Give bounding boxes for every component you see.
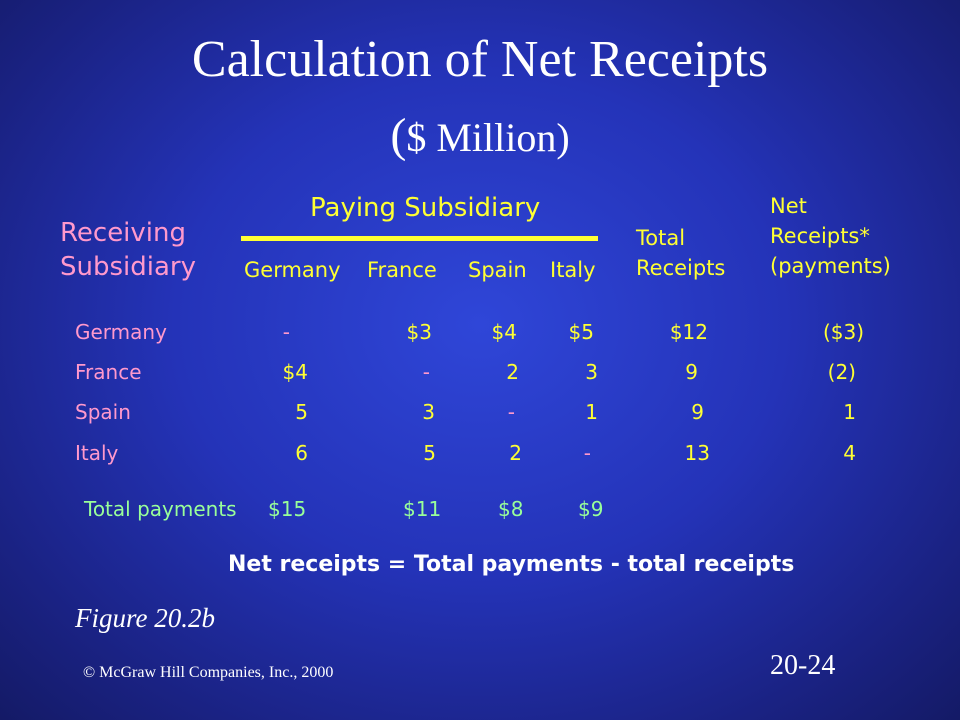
total-payments-spain: $8 xyxy=(498,497,524,521)
cell-germany-spain: $4 xyxy=(491,320,517,344)
cell-italy-italy: - xyxy=(583,441,591,465)
cell-france-net: (2) xyxy=(827,360,856,384)
cell-germany-germany: - xyxy=(282,320,290,344)
cell-france-germany: $4 xyxy=(282,360,308,384)
total-payments-italy: $9 xyxy=(578,497,604,521)
cell-spain-france: 3 xyxy=(422,400,435,424)
cell-germany-total: $12 xyxy=(669,320,708,344)
row-label-germany: Germany xyxy=(75,320,167,344)
figure-label: Figure 20.2b xyxy=(75,603,215,633)
total-payments-label: Total payments xyxy=(84,497,237,521)
cell-france-italy: 3 xyxy=(585,360,598,384)
net-line-2: Receipts* xyxy=(770,224,870,248)
col-header-spain: Spain xyxy=(468,258,527,282)
copyright-notice: © McGraw Hill Companies, Inc., 2000 xyxy=(83,664,334,681)
cell-france-france: - xyxy=(422,360,430,384)
total-payments-france: $11 xyxy=(403,497,442,521)
col-header-italy: Italy xyxy=(550,258,596,282)
cell-germany-net: ($3) xyxy=(822,320,864,344)
receiving-subsidiary-label: Receiving Subsidiary xyxy=(60,216,196,284)
cell-germany-italy: $5 xyxy=(568,320,594,344)
total-payments-germany: $15 xyxy=(268,497,307,521)
total-receipts-line-1: Total xyxy=(636,226,686,250)
cell-spain-total: 9 xyxy=(691,400,704,424)
cell-italy-spain: 2 xyxy=(509,441,522,465)
net-line-3: (payments) xyxy=(770,254,891,278)
header-underline xyxy=(241,236,598,241)
paying-subsidiary-header: Paying Subsidiary xyxy=(310,193,541,223)
slide-title: Calculation of Net Receipts xyxy=(191,31,769,88)
slide-subtitle: ($ Million) xyxy=(0,108,960,163)
subtitle-open-paren: ( xyxy=(390,109,407,162)
cell-spain-germany: 5 xyxy=(295,400,308,424)
cell-france-total: 9 xyxy=(685,360,698,384)
total-receipts-line-2: Receipts xyxy=(636,256,726,280)
cell-spain-net: 1 xyxy=(843,400,856,424)
cell-spain-spain: - xyxy=(507,400,515,424)
cell-italy-total: 13 xyxy=(684,441,710,465)
receiving-line-1: Receiving xyxy=(60,218,187,248)
net-receipts-formula: Net receipts = Total payments - total re… xyxy=(228,552,795,577)
cell-italy-net: 4 xyxy=(843,441,856,465)
col-header-france: France xyxy=(367,258,437,282)
slide-number: 20-24 xyxy=(770,650,836,681)
cell-spain-italy: 1 xyxy=(585,400,598,424)
col-header-net-receipts: Net Receipts* (payments) xyxy=(770,191,891,281)
subtitle-text: $ Million) xyxy=(406,115,570,160)
cell-germany-france: $3 xyxy=(406,320,432,344)
cell-france-spain: 2 xyxy=(506,360,519,384)
row-label-italy: Italy xyxy=(75,441,119,465)
cell-italy-germany: 6 xyxy=(295,441,308,465)
row-label-spain: Spain xyxy=(75,400,131,424)
receiving-line-2: Subsidiary xyxy=(60,252,196,282)
col-header-germany: Germany xyxy=(244,258,341,282)
col-header-total-receipts: Total Receipts xyxy=(636,223,725,283)
net-line-1: Net xyxy=(770,194,807,218)
cell-italy-france: 5 xyxy=(423,441,436,465)
row-label-france: France xyxy=(75,360,142,384)
